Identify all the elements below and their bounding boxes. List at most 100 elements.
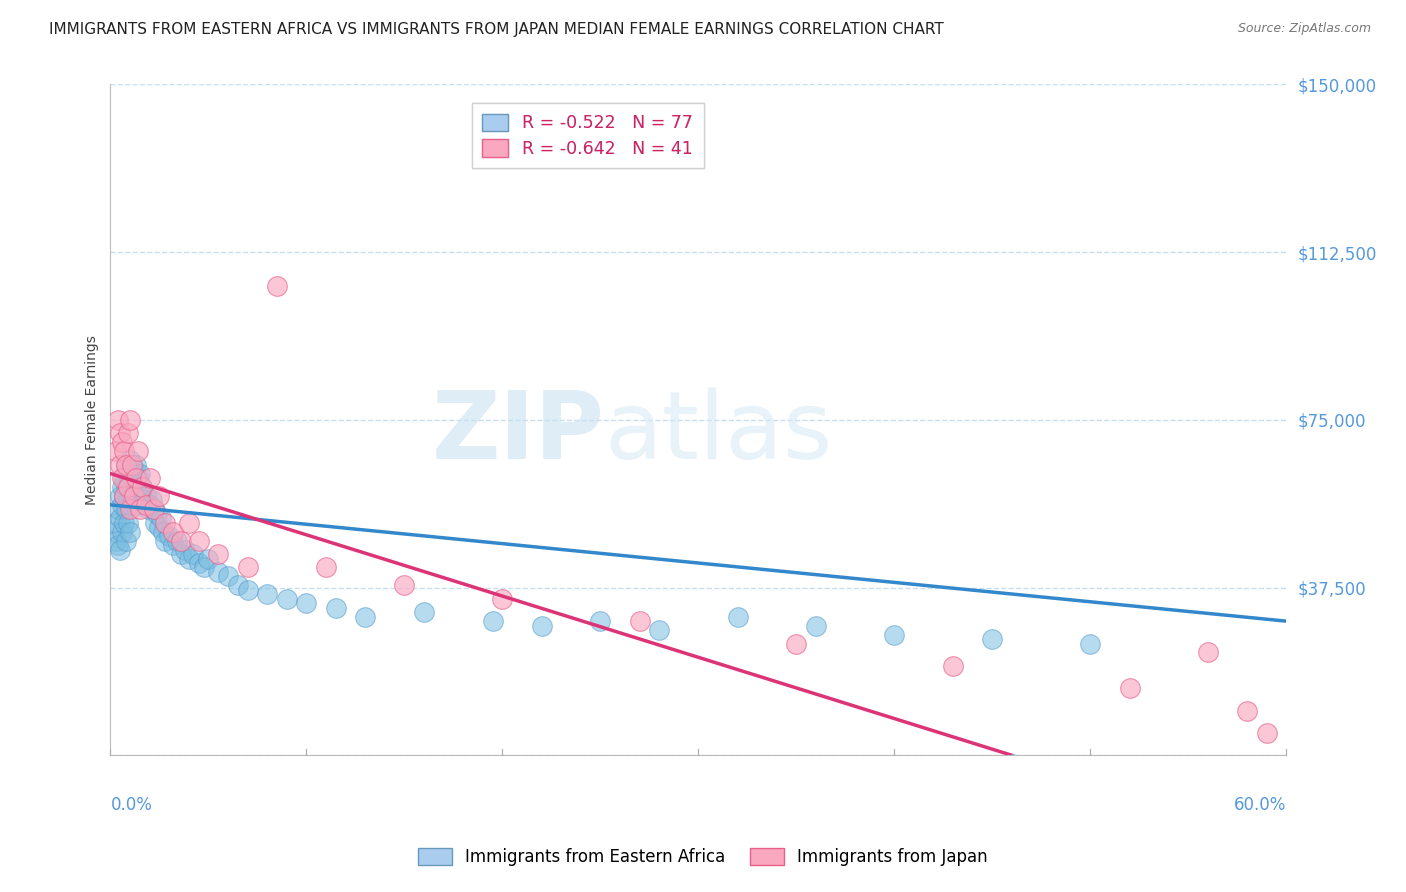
- Text: 60.0%: 60.0%: [1234, 796, 1286, 814]
- Point: [166, 533, 188, 548]
- Point: [648, 623, 671, 637]
- Point: [117, 493, 139, 508]
- Point: [105, 516, 128, 530]
- Point: [111, 524, 134, 539]
- Point: [628, 614, 651, 628]
- Y-axis label: Median Female Earnings: Median Female Earnings: [86, 335, 100, 505]
- Point: [491, 591, 513, 606]
- Point: [174, 542, 197, 557]
- Point: [108, 542, 131, 557]
- Point: [118, 475, 141, 490]
- Point: [1118, 681, 1140, 696]
- Point: [135, 498, 157, 512]
- Point: [162, 538, 184, 552]
- Point: [138, 471, 160, 485]
- Point: [128, 489, 150, 503]
- Point: [413, 605, 436, 619]
- Point: [125, 458, 148, 472]
- Point: [122, 489, 145, 503]
- Point: [187, 556, 209, 570]
- Point: [112, 489, 135, 503]
- Point: [112, 516, 135, 530]
- Point: [162, 524, 184, 539]
- Point: [266, 278, 288, 293]
- Point: [325, 600, 347, 615]
- Point: [121, 489, 143, 503]
- Point: [148, 520, 170, 534]
- Point: [187, 533, 209, 548]
- Point: [236, 560, 259, 574]
- Legend: R = -0.522   N = 77, R = -0.642   N = 41: R = -0.522 N = 77, R = -0.642 N = 41: [472, 103, 703, 169]
- Point: [481, 614, 503, 628]
- Point: [121, 467, 143, 481]
- Point: [105, 444, 128, 458]
- Point: [1256, 726, 1278, 740]
- Point: [117, 480, 139, 494]
- Point: [146, 507, 169, 521]
- Text: IMMIGRANTS FROM EASTERN AFRICA VS IMMIGRANTS FROM JAPAN MEDIAN FEMALE EARNINGS C: IMMIGRANTS FROM EASTERN AFRICA VS IMMIGR…: [49, 22, 943, 37]
- Point: [128, 502, 150, 516]
- Point: [112, 444, 135, 458]
- Point: [177, 516, 200, 530]
- Point: [115, 502, 138, 516]
- Point: [315, 560, 337, 574]
- Point: [354, 609, 377, 624]
- Point: [981, 632, 1004, 646]
- Point: [107, 502, 129, 516]
- Text: 0.0%: 0.0%: [111, 796, 152, 814]
- Point: [152, 524, 174, 539]
- Point: [122, 462, 145, 476]
- Point: [118, 453, 141, 467]
- Point: [107, 413, 129, 427]
- Point: [170, 533, 193, 548]
- Point: [256, 587, 278, 601]
- Point: [142, 502, 165, 516]
- Point: [118, 413, 141, 427]
- Point: [125, 480, 148, 494]
- Point: [157, 529, 180, 543]
- Point: [115, 458, 138, 472]
- Point: [145, 516, 167, 530]
- Point: [122, 484, 145, 499]
- Point: [155, 516, 177, 530]
- Point: [727, 609, 749, 624]
- Point: [131, 480, 153, 494]
- Point: [118, 498, 141, 512]
- Point: [276, 591, 298, 606]
- Point: [131, 480, 153, 494]
- Point: [170, 547, 193, 561]
- Point: [155, 533, 177, 548]
- Point: [150, 511, 173, 525]
- Point: [108, 511, 131, 525]
- Point: [115, 458, 138, 472]
- Point: [117, 516, 139, 530]
- Point: [1080, 636, 1102, 650]
- Point: [107, 538, 129, 552]
- Point: [111, 435, 134, 450]
- Point: [785, 636, 807, 650]
- Point: [112, 489, 135, 503]
- Point: [103, 524, 125, 539]
- Point: [942, 659, 965, 673]
- Point: [108, 458, 131, 472]
- Point: [217, 569, 239, 583]
- Point: [127, 471, 149, 485]
- Point: [148, 489, 170, 503]
- Point: [118, 524, 141, 539]
- Point: [108, 426, 131, 441]
- Point: [207, 547, 229, 561]
- Point: [138, 498, 160, 512]
- Point: [115, 533, 138, 548]
- Point: [883, 627, 905, 641]
- Point: [589, 614, 612, 628]
- Point: [111, 480, 134, 494]
- Point: [111, 471, 134, 485]
- Point: [105, 533, 128, 548]
- Point: [236, 582, 259, 597]
- Point: [121, 458, 143, 472]
- Point: [118, 502, 141, 516]
- Point: [193, 560, 215, 574]
- Text: ZIP: ZIP: [432, 387, 605, 479]
- Point: [177, 551, 200, 566]
- Point: [804, 618, 827, 632]
